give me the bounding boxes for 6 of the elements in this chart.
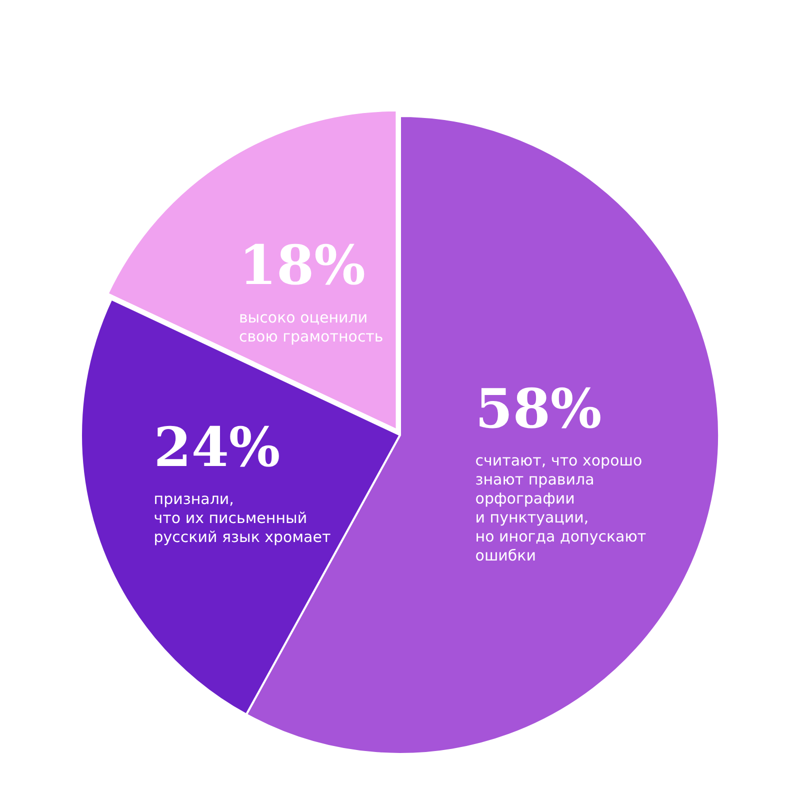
slice-label: высоко оценили свою грамотность	[238, 308, 384, 346]
data-label: 18%	[238, 232, 366, 297]
slice-label: признали, что их письменный русский язык хромает	[154, 490, 331, 546]
data-label: 58%	[475, 376, 602, 440]
data-label: 24%	[154, 414, 280, 479]
slice-label: считают, что хорошо знают правила орфографии и пунктуации, но иногда допускают ошибки	[475, 452, 646, 565]
